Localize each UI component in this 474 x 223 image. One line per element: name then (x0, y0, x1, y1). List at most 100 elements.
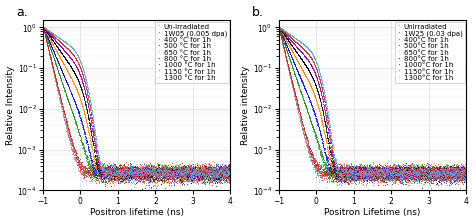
Legend: Un-irradiated, 1W05 (0.005 dpa), 400 °C for 1h, 500 °C for 1h, 650 °C for 1h, 80: Un-irradiated, 1W05 (0.005 dpa), 400 °C … (155, 22, 229, 83)
650°C for 1h (276, 26, 282, 29)
800°C for 1h (458, 170, 464, 172)
1300°C for 1h (362, 171, 367, 173)
Y-axis label: Relative Intensity: Relative Intensity (6, 66, 15, 145)
1150 °C for 1h (131, 171, 137, 174)
Y-axis label: Relative intensity: Relative intensity (241, 66, 250, 145)
400°C for 1h (276, 26, 282, 29)
500 °C for 1h (222, 174, 228, 177)
Line: Un-irradiated: Un-irradiated (43, 27, 231, 188)
1W05 (0.005 dpa) (127, 178, 132, 180)
650 °C for 1h (50, 43, 55, 46)
Unirradiated (458, 169, 464, 172)
1300°C for 1h (423, 174, 429, 177)
500 °C for 1h (131, 173, 137, 176)
800°C for 1h (285, 40, 291, 42)
Line: 650 °C for 1h: 650 °C for 1h (43, 27, 231, 187)
500 °C for 1h (126, 171, 132, 173)
1000 °C for 1h (127, 173, 132, 176)
500 °C for 1h (188, 176, 193, 179)
1300 °C for 1h (50, 33, 55, 35)
1300 °C for 1h (186, 189, 191, 192)
1000 °C for 1h (228, 177, 233, 180)
1300°C for 1h (458, 178, 464, 181)
650°C for 1h (285, 43, 291, 46)
1150°C for 1h (367, 172, 373, 175)
1150°C for 1h (285, 35, 291, 37)
650 °C for 1h (222, 174, 228, 177)
Un-irradiated (188, 174, 193, 177)
1300 °C for 1h (127, 172, 132, 175)
650°C for 1h (367, 179, 373, 181)
400 °C for 1h (228, 171, 233, 173)
800 °C for 1h (228, 166, 233, 169)
800°C for 1h (423, 173, 429, 175)
650°C for 1h (362, 180, 367, 182)
1150°C for 1h (458, 175, 464, 178)
1000°C for 1h (285, 37, 291, 39)
Un-irradiated (222, 170, 228, 172)
650 °C for 1h (222, 173, 228, 176)
650 °C for 1h (40, 26, 46, 29)
800 °C for 1h (50, 40, 55, 43)
500 °C for 1h (50, 49, 55, 52)
400 °C for 1h (188, 179, 193, 181)
Line: 1300°C for 1h: 1300°C for 1h (278, 27, 466, 191)
1300 °C for 1h (188, 176, 193, 178)
Line: 500°C for 1h: 500°C for 1h (278, 27, 466, 192)
650 °C for 1h (127, 175, 132, 178)
Legend: Unirradiated, 1W25 (0.03 dpa), 400°C for 1h, 500°C for 1h, 650°C for 1h, 800°C f: Unirradiated, 1W25 (0.03 dpa), 400°C for… (395, 22, 465, 83)
1300 °C for 1h (222, 173, 228, 176)
Un-irradiated (222, 174, 228, 177)
Line: 1W05 (0.005 dpa): 1W05 (0.005 dpa) (43, 27, 231, 196)
400°C for 1h (463, 179, 469, 181)
1W25 (0.03 dpa) (463, 173, 469, 176)
Un-irradiated (131, 166, 137, 169)
Un-irradiated (146, 187, 152, 189)
Unirradiated (285, 68, 291, 70)
1300°C for 1h (365, 189, 371, 192)
500°C for 1h (276, 26, 282, 29)
Line: 500 °C for 1h: 500 °C for 1h (43, 27, 231, 189)
400°C for 1h (458, 171, 464, 174)
Text: a.: a. (17, 6, 28, 19)
400°C for 1h (285, 54, 291, 57)
1000°C for 1h (423, 165, 429, 167)
1W25 (0.03 dpa) (458, 180, 464, 182)
1300 °C for 1h (131, 179, 137, 182)
1300°C for 1h (458, 177, 464, 180)
400 °C for 1h (50, 54, 55, 57)
800 °C for 1h (222, 175, 228, 178)
1000 °C for 1h (40, 26, 46, 29)
500°C for 1h (399, 190, 404, 193)
1300°C for 1h (285, 33, 291, 35)
800°C for 1h (463, 175, 469, 178)
Unirradiated (423, 170, 429, 173)
1150 °C for 1h (228, 170, 233, 173)
1150 °C for 1h (50, 35, 55, 37)
1000 °C for 1h (222, 178, 228, 180)
Line: 1000°C for 1h: 1000°C for 1h (278, 27, 466, 195)
800°C for 1h (419, 187, 425, 190)
1W25 (0.03 dpa) (276, 26, 282, 29)
1150°C for 1h (380, 184, 386, 187)
1W05 (0.005 dpa) (131, 170, 137, 173)
500°C for 1h (362, 173, 367, 176)
1000 °C for 1h (40, 26, 46, 29)
1150°C for 1h (463, 168, 469, 170)
1300 °C for 1h (40, 26, 46, 29)
400 °C for 1h (126, 168, 132, 171)
500°C for 1h (463, 172, 469, 175)
Unirradiated (463, 171, 469, 174)
650°C for 1h (458, 170, 464, 173)
400 °C for 1h (222, 176, 228, 179)
500°C for 1h (367, 173, 373, 175)
1000 °C for 1h (188, 167, 193, 170)
400°C for 1h (367, 173, 373, 176)
800°C for 1h (458, 167, 464, 169)
1W25 (0.03 dpa) (458, 169, 464, 171)
1W05 (0.005 dpa) (222, 176, 228, 178)
800 °C for 1h (131, 175, 137, 178)
1000°C for 1h (276, 26, 282, 29)
1W05 (0.005 dpa) (107, 194, 112, 197)
1000°C for 1h (372, 193, 377, 196)
